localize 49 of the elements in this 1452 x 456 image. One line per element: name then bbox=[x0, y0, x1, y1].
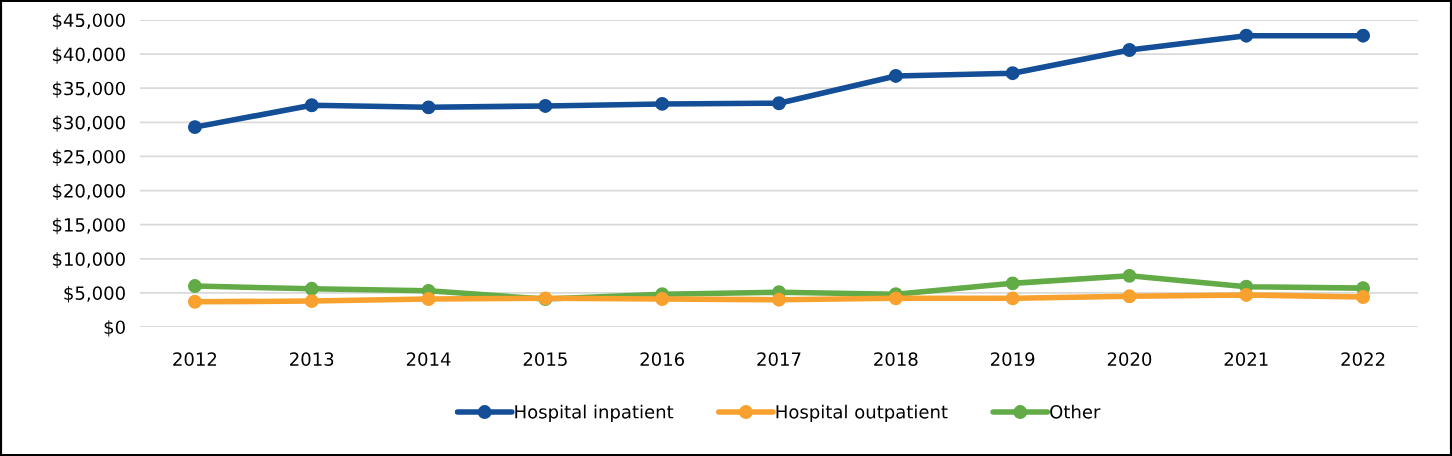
point bbox=[187, 120, 202, 135]
y-tick-label: $40,000 bbox=[52, 47, 125, 64]
point bbox=[538, 99, 553, 113]
point bbox=[655, 96, 670, 111]
point bbox=[304, 98, 319, 113]
point bbox=[655, 292, 670, 306]
y-tick-label: $25,000 bbox=[52, 149, 125, 166]
y-tick-label: $10,000 bbox=[52, 251, 125, 269]
point bbox=[1005, 66, 1020, 81]
legend-label: Other bbox=[1050, 404, 1101, 419]
x-tick-label: 2015 bbox=[523, 352, 567, 366]
point bbox=[1122, 268, 1137, 283]
point bbox=[1005, 276, 1020, 291]
point bbox=[1356, 290, 1371, 304]
x-tick-label: 2018 bbox=[874, 352, 918, 366]
point bbox=[187, 279, 202, 294]
point bbox=[1122, 43, 1137, 57]
point bbox=[1239, 28, 1254, 43]
x-tick-label: 2012 bbox=[173, 352, 217, 366]
point bbox=[772, 292, 786, 307]
x-tick-label: 2020 bbox=[1107, 352, 1152, 366]
point bbox=[304, 281, 319, 296]
x-tick-label: 2021 bbox=[1224, 352, 1268, 366]
point bbox=[304, 294, 319, 309]
point bbox=[187, 294, 202, 309]
point bbox=[1005, 291, 1020, 306]
y-tick-label: $35,000 bbox=[52, 81, 125, 98]
x-tick-label: 2014 bbox=[406, 352, 451, 366]
y-tick-label: $0 bbox=[104, 320, 125, 337]
y-tick-label: $20,000 bbox=[52, 183, 125, 201]
point bbox=[1356, 28, 1371, 43]
legend-label: Hospital inpatient bbox=[515, 404, 674, 423]
legend-label: Hospital outpatient bbox=[776, 404, 948, 423]
point bbox=[421, 100, 436, 115]
y-tick-label: $45,000 bbox=[52, 13, 125, 30]
x-tick-label: 2016 bbox=[640, 352, 685, 366]
point bbox=[421, 292, 436, 306]
x-tick-label: 2022 bbox=[1341, 352, 1385, 366]
point bbox=[888, 291, 903, 306]
point bbox=[1239, 287, 1254, 302]
y-tick-label: $30,000 bbox=[52, 115, 125, 132]
point bbox=[1122, 289, 1137, 304]
x-tick-label: 2013 bbox=[290, 352, 334, 366]
x-tick-label: 2017 bbox=[757, 352, 801, 366]
y-tick-label: $5,000 bbox=[64, 286, 125, 303]
point bbox=[888, 68, 903, 83]
x-tick-label: 2019 bbox=[990, 352, 1035, 366]
point bbox=[772, 96, 786, 111]
y-tick-label: $15,000 bbox=[52, 217, 125, 235]
